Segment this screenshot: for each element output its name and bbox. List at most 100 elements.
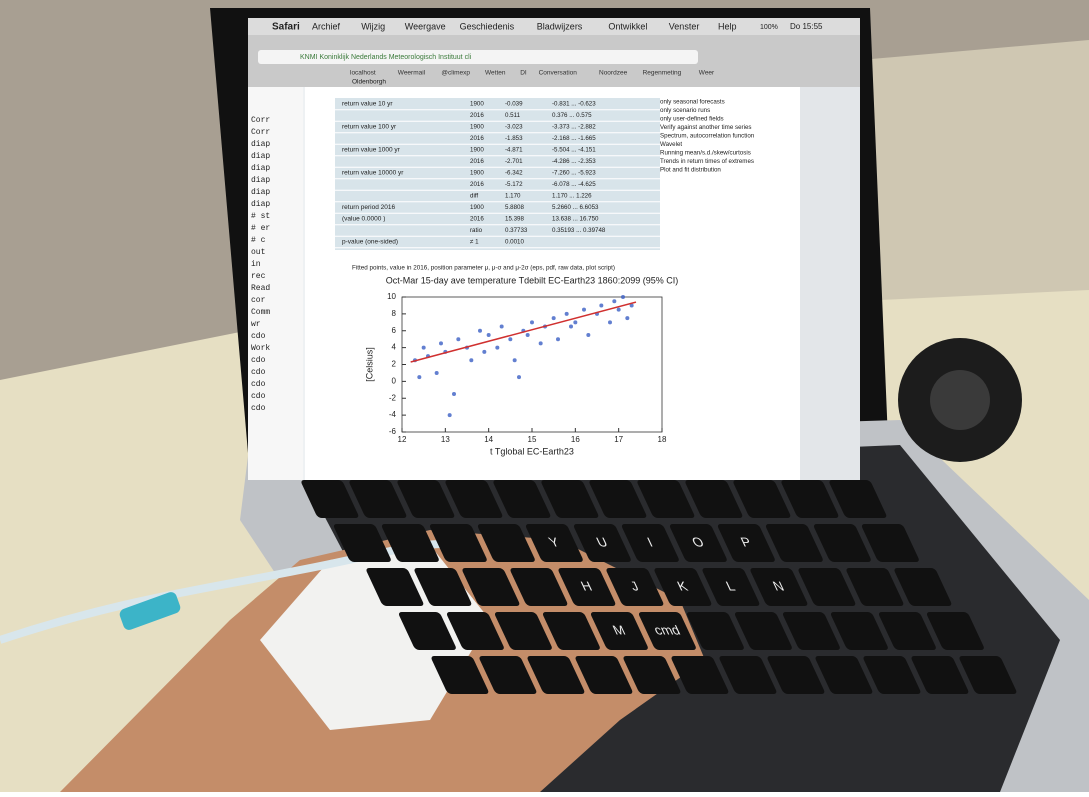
terminal-line: cor	[251, 296, 266, 305]
bookmark: Regenmeting	[643, 70, 682, 77]
y-axis-label: [Celsius]	[364, 347, 374, 382]
row-value: 1.170	[505, 193, 521, 200]
terminal-line: Comm	[251, 308, 270, 317]
row-year: 1900	[470, 101, 484, 108]
menu-item: Ontwikkel	[608, 21, 647, 31]
data-point	[487, 333, 491, 337]
data-point	[513, 358, 517, 362]
row-year: 1900	[470, 204, 484, 211]
sidebar-link[interactable]: only scenario runs	[660, 107, 710, 114]
row-value: 15.398	[505, 216, 524, 223]
data-point	[452, 392, 456, 396]
battery: 100%	[760, 24, 778, 31]
row-year: 2016	[470, 216, 484, 223]
row-label: p-value (one-sided)	[342, 239, 398, 246]
y-tick-label: -6	[389, 427, 397, 436]
sidebar-link[interactable]: only user-defined fields	[660, 116, 724, 123]
terminal-line: rec	[251, 272, 266, 281]
terminal-line: cdo	[251, 368, 266, 377]
terminal-line: cdo	[251, 356, 266, 365]
row-year: 2016	[470, 135, 484, 142]
row-ci: -4.286 ... -2.353	[552, 158, 596, 165]
sidebar-link[interactable]: Verify against another time series	[660, 124, 751, 131]
sidebar-link[interactable]: Plot and fit distribution	[660, 167, 721, 174]
bookmark: Weermail	[398, 70, 426, 77]
row-ci: -3.373 ... -2.882	[552, 124, 596, 131]
terminal-line: Work	[251, 344, 270, 353]
data-point	[556, 337, 560, 341]
row-year: 2016	[470, 181, 484, 188]
row-value: -4.871	[505, 147, 523, 154]
menu-item: Geschiedenis	[460, 21, 515, 31]
terminal-line: Corr	[251, 128, 270, 137]
terminal-line: diap	[251, 176, 270, 185]
plot-area	[402, 297, 662, 432]
data-point	[625, 316, 629, 320]
data-point	[617, 308, 621, 312]
row-ci: -2.168 ... -1.665	[552, 135, 596, 142]
data-point	[573, 320, 577, 324]
menu-item: Bladwijzers	[537, 21, 583, 31]
sidebar-link[interactable]: Wavelet	[660, 141, 682, 148]
sidebar-link[interactable]: Spectrum, autocorrelation function	[660, 133, 755, 140]
x-tick-label: 15	[528, 435, 537, 444]
row-value: -2.701	[505, 158, 523, 165]
data-point	[539, 341, 543, 345]
terminal-line: Read	[251, 284, 270, 293]
url: KNMI Koninklijk Nederlands Meteorologisc…	[300, 54, 472, 61]
row-ci: -7.260 ... -5.923	[552, 170, 596, 177]
data-point	[621, 295, 625, 299]
row-value: 0.511	[505, 112, 521, 119]
x-tick-label: 13	[441, 435, 450, 444]
row-year: ratio	[470, 227, 483, 234]
sidebar-link[interactable]: Running mean/s.d./skew/curtosis	[660, 150, 751, 157]
data-point	[526, 333, 530, 337]
row-label: return value 10000 yr	[342, 170, 404, 177]
background-table	[860, 40, 1089, 300]
terminal-line: diap	[251, 152, 270, 161]
row-value: -1.853	[505, 135, 523, 142]
bookmark: Conversation	[539, 70, 578, 77]
row-year: 2016	[470, 158, 484, 165]
menu-item: Weergave	[405, 21, 446, 31]
data-point	[495, 346, 499, 350]
y-tick-label: -2	[389, 393, 397, 402]
caption: Fitted points, value in 2016, position p…	[352, 265, 615, 272]
bookmark: localhost	[350, 70, 376, 77]
terminal-line: cdo	[251, 332, 266, 341]
sidebar-link[interactable]: only seasonal forecasts	[660, 99, 725, 106]
data-point	[599, 303, 603, 307]
terminal-line: cdo	[251, 380, 266, 389]
data-point	[530, 320, 534, 324]
data-point	[482, 350, 486, 354]
y-tick-label: -4	[389, 410, 397, 419]
data-point	[608, 320, 612, 324]
row-label: return value 10 yr	[342, 101, 393, 108]
data-point	[569, 325, 573, 329]
terminal-line: diap	[251, 164, 270, 173]
terminal-line: in	[251, 260, 261, 269]
bookmark: Weer	[699, 70, 715, 77]
terminal-line: diap	[251, 200, 270, 209]
x-tick-label: 16	[571, 435, 580, 444]
menu-item: Help	[718, 21, 737, 31]
data-point	[612, 299, 616, 303]
data-point	[552, 316, 556, 320]
data-point	[500, 325, 504, 329]
bookmark: DI	[520, 70, 527, 77]
menu-item: Venster	[669, 21, 700, 31]
row-value: 5.8808	[505, 204, 524, 211]
data-point	[435, 371, 439, 375]
row-year: diff	[470, 193, 478, 200]
y-tick-label: 2	[392, 360, 397, 369]
data-point	[439, 341, 443, 345]
data-point	[508, 337, 512, 341]
data-point	[422, 346, 426, 350]
row-year: 1900	[470, 124, 484, 131]
data-point	[448, 413, 452, 417]
row-year: 2016	[470, 112, 484, 119]
terminal-line: wr	[251, 320, 261, 329]
page: { "menu_bar": {"app": "Safari", "items":…	[0, 0, 1089, 792]
terminal-line: diap	[251, 140, 270, 149]
sidebar-link[interactable]: Trends in return times of extremes	[660, 158, 754, 165]
